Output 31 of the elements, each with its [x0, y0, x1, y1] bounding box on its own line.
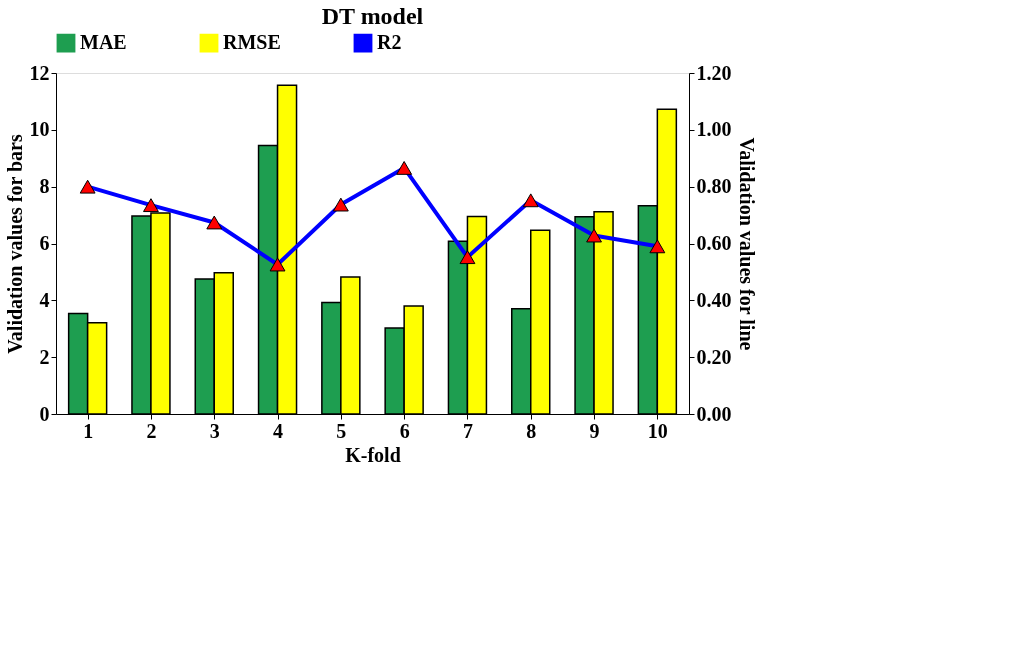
y2-tick-label: 0.00 — [696, 402, 732, 425]
legend-label: RMSE — [223, 31, 281, 54]
y2-tick-label: 0.40 — [696, 288, 732, 311]
chart-title: DT model — [321, 3, 424, 29]
x-tick-label: 7 — [462, 419, 473, 442]
x-tick-label: 6 — [399, 419, 410, 442]
y2-tick-label: 1.20 — [696, 61, 732, 84]
x-tick-label: 9 — [589, 419, 600, 442]
x-tick-label: 10 — [647, 419, 668, 442]
legend-label: MAE — [80, 31, 127, 54]
y2-tick-label: 0.20 — [696, 345, 732, 368]
y-tick-label: 12 — [29, 61, 50, 84]
y2-axis-title: Validation values for line — [735, 137, 758, 351]
y-tick-label: 10 — [29, 118, 50, 141]
y-tick-label: 2 — [39, 345, 50, 368]
y-tick-label: 6 — [39, 232, 50, 254]
y2-tick-label: 1.00 — [696, 118, 732, 141]
y-tick-label: 4 — [39, 288, 50, 311]
x-tick-label: 2 — [146, 419, 157, 442]
y2-tick-label: 0.80 — [696, 175, 732, 198]
x-tick-label: 4 — [273, 419, 284, 442]
legend-label: R2 — [377, 31, 402, 54]
x-tick-label: 3 — [209, 419, 220, 442]
x-tick-label: 1 — [83, 419, 94, 442]
y-axis-title: Validation values for bars — [3, 134, 26, 354]
y2-tick-label: 0.60 — [696, 232, 732, 254]
x-axis-title: K-fold — [345, 443, 401, 466]
y-tick-label: 8 — [39, 175, 50, 198]
x-tick-label: 5 — [336, 419, 347, 442]
y-tick-label: 0 — [39, 402, 50, 425]
x-tick-label: 8 — [526, 419, 537, 442]
